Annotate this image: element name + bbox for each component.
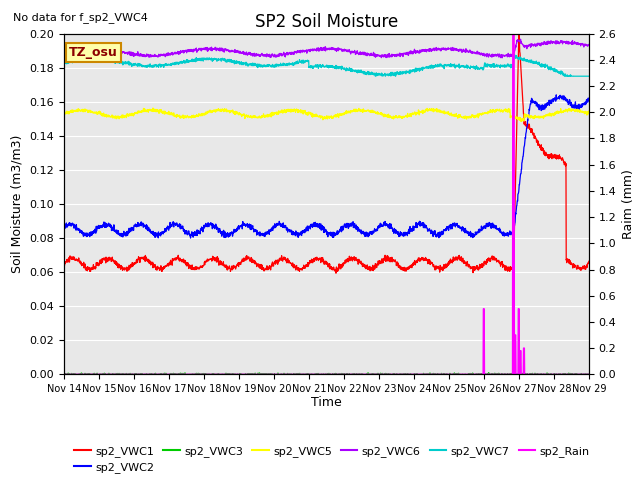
sp2_VWC6: [60, 50, 68, 56]
sp2_VWC2: [585, 96, 593, 102]
sp2_VWC7: [316, 63, 323, 69]
sp2_VWC5: [585, 110, 593, 116]
sp2_VWC1: [515, 30, 523, 36]
sp2_VWC2: [552, 92, 560, 98]
sp2_VWC7: [60, 61, 68, 67]
sp2_VWC5: [316, 114, 323, 120]
sp2_VWC3: [585, 371, 593, 377]
sp2_VWC1: [570, 262, 578, 268]
sp2_Rain: [301, 372, 309, 377]
sp2_VWC7: [372, 73, 380, 79]
sp2_VWC1: [474, 265, 481, 271]
sp2_VWC7: [570, 73, 578, 79]
sp2_VWC7: [87, 57, 95, 62]
sp2_VWC2: [60, 226, 68, 232]
sp2_VWC3: [570, 372, 578, 377]
sp2_VWC2: [474, 229, 481, 235]
Title: SP2 Soil Moisture: SP2 Soil Moisture: [255, 12, 398, 31]
sp2_VWC7: [511, 52, 518, 58]
sp2_VWC2: [187, 235, 195, 241]
sp2_VWC5: [149, 105, 157, 111]
sp2_Rain: [585, 372, 593, 377]
sp2_Rain: [60, 372, 68, 377]
sp2_VWC6: [87, 47, 95, 52]
sp2_VWC2: [301, 228, 309, 234]
sp2_VWC7: [474, 66, 481, 72]
sp2_VWC2: [87, 232, 95, 238]
sp2_VWC1: [87, 267, 95, 273]
sp2_VWC1: [316, 255, 323, 261]
sp2_VWC5: [301, 109, 309, 115]
sp2_VWC1: [332, 270, 340, 276]
sp2_VWC7: [301, 58, 309, 63]
sp2_VWC5: [474, 111, 481, 117]
sp2_VWC7: [585, 73, 593, 79]
Text: No data for f_sp2_VWC4: No data for f_sp2_VWC4: [13, 12, 148, 23]
sp2_Rain: [316, 372, 323, 377]
X-axis label: Time: Time: [311, 396, 342, 408]
Line: sp2_VWC5: sp2_VWC5: [64, 108, 589, 121]
sp2_Rain: [87, 372, 95, 377]
Line: sp2_VWC6: sp2_VWC6: [64, 39, 589, 58]
sp2_VWC6: [516, 36, 524, 42]
Legend: sp2_VWC1, sp2_VWC2, sp2_VWC3, sp2_VWC5, sp2_VWC6, sp2_VWC7, sp2_Rain: sp2_VWC1, sp2_VWC2, sp2_VWC3, sp2_VWC5, …: [70, 441, 595, 478]
Y-axis label: Soil Moisture (m3/m3): Soil Moisture (m3/m3): [11, 135, 24, 273]
sp2_VWC1: [570, 263, 578, 268]
sp2_VWC5: [570, 107, 578, 112]
sp2_Rain: [570, 372, 577, 377]
sp2_Rain: [570, 372, 578, 377]
sp2_VWC3: [87, 371, 95, 377]
sp2_VWC3: [60, 372, 68, 377]
sp2_VWC5: [570, 108, 578, 114]
sp2_Rain: [509, 31, 516, 36]
Line: sp2_Rain: sp2_Rain: [64, 34, 589, 374]
sp2_VWC1: [585, 258, 593, 264]
sp2_VWC3: [301, 372, 309, 377]
Line: sp2_VWC1: sp2_VWC1: [64, 33, 589, 273]
sp2_VWC3: [570, 372, 577, 377]
Y-axis label: Raim (mm): Raim (mm): [622, 169, 635, 239]
sp2_VWC1: [60, 259, 68, 264]
sp2_VWC6: [570, 40, 578, 46]
Line: sp2_VWC7: sp2_VWC7: [64, 55, 589, 76]
sp2_VWC2: [570, 104, 578, 109]
sp2_VWC7: [570, 73, 578, 79]
sp2_VWC2: [570, 102, 578, 108]
sp2_VWC5: [517, 119, 525, 124]
sp2_VWC5: [60, 110, 68, 116]
sp2_VWC3: [316, 372, 323, 377]
Line: sp2_VWC2: sp2_VWC2: [64, 95, 589, 238]
sp2_VWC6: [316, 46, 323, 51]
sp2_VWC3: [364, 370, 372, 376]
sp2_Rain: [474, 372, 481, 377]
Text: TZ_osu: TZ_osu: [69, 46, 118, 59]
sp2_VWC6: [474, 48, 481, 54]
sp2_VWC3: [474, 372, 481, 377]
sp2_VWC6: [301, 48, 309, 54]
sp2_VWC6: [499, 55, 506, 60]
sp2_VWC2: [316, 223, 323, 228]
Line: sp2_VWC3: sp2_VWC3: [64, 373, 589, 374]
sp2_VWC6: [585, 42, 593, 48]
sp2_VWC6: [570, 41, 578, 47]
sp2_VWC1: [301, 263, 309, 269]
sp2_VWC5: [87, 109, 95, 115]
